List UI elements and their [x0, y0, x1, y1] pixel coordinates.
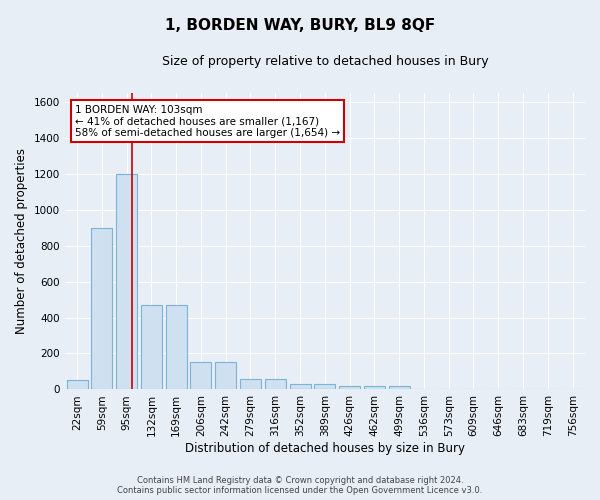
Bar: [240, 378, 261, 390]
Bar: [290, 384, 311, 390]
Text: 1, BORDEN WAY, BURY, BL9 8QF: 1, BORDEN WAY, BURY, BL9 8QF: [165, 18, 435, 32]
Bar: [166, 305, 187, 390]
Text: Contains HM Land Registry data © Crown copyright and database right 2024.
Contai: Contains HM Land Registry data © Crown c…: [118, 476, 482, 495]
Bar: [67, 380, 88, 390]
Bar: [265, 378, 286, 390]
Bar: [215, 362, 236, 390]
Bar: [364, 386, 385, 390]
Y-axis label: Number of detached properties: Number of detached properties: [15, 148, 28, 334]
Bar: [190, 362, 211, 390]
Bar: [389, 386, 410, 390]
Bar: [116, 174, 137, 390]
Bar: [339, 386, 360, 390]
Title: Size of property relative to detached houses in Bury: Size of property relative to detached ho…: [161, 55, 488, 68]
Bar: [141, 305, 162, 390]
Bar: [314, 384, 335, 390]
Text: 1 BORDEN WAY: 103sqm
← 41% of detached houses are smaller (1,167)
58% of semi-de: 1 BORDEN WAY: 103sqm ← 41% of detached h…: [75, 104, 340, 138]
X-axis label: Distribution of detached houses by size in Bury: Distribution of detached houses by size …: [185, 442, 465, 455]
Bar: [91, 228, 112, 390]
